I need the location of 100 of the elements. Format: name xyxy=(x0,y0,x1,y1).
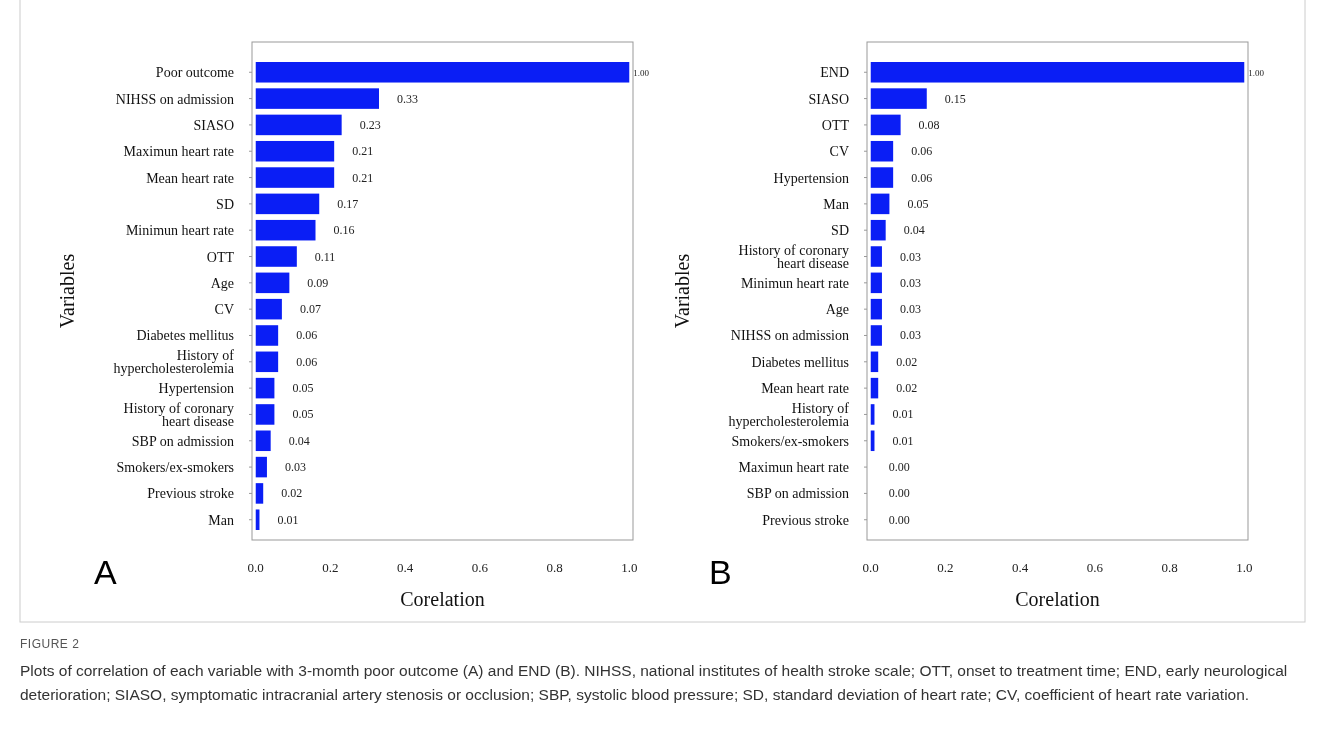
caption: FIGURE 2 xyxy=(20,637,80,651)
data-label: 0.23 xyxy=(359,117,381,132)
y-tick-label: OTT xyxy=(206,249,235,265)
x-tick-label: 1.0 xyxy=(621,560,638,575)
data-label: 0.02 xyxy=(896,381,918,396)
y-tick-label: OTT xyxy=(821,117,850,133)
bar xyxy=(255,193,320,215)
bar xyxy=(870,246,882,267)
x-axis-title: Corelation xyxy=(400,588,485,610)
text: A xyxy=(94,553,117,591)
y-tick-label: SBP on admission xyxy=(131,433,234,449)
bar xyxy=(255,325,279,346)
bar xyxy=(255,377,275,399)
x-tick-label: 1.0 xyxy=(1236,560,1253,575)
x-tick-label: 0.6 xyxy=(1086,560,1104,575)
data-label: 0.03 xyxy=(899,275,921,290)
bar xyxy=(870,193,890,215)
data-label: 0.03 xyxy=(899,249,921,264)
y-tick-label: History of hypercholesterolemia xyxy=(113,348,235,377)
bar xyxy=(255,404,275,425)
y-tick-label: SIASO xyxy=(808,91,849,107)
x-axis-title: Corelation xyxy=(1015,588,1100,610)
data-label: 0.05 xyxy=(907,196,929,211)
bar xyxy=(255,219,316,241)
data-label: 0.17 xyxy=(337,196,359,211)
y-tick-label: CV xyxy=(214,302,234,318)
bar xyxy=(870,377,879,399)
x-tick-label: 0.6 xyxy=(471,560,489,575)
data-label: 0.00 xyxy=(888,460,910,475)
data-label: 0.21 xyxy=(352,144,374,159)
bar xyxy=(255,246,297,267)
bar xyxy=(255,114,342,136)
y-tick-label: Minimun heart rate xyxy=(125,223,234,239)
bar xyxy=(255,88,379,109)
y-tick-label: NIHSS on admission xyxy=(115,91,234,107)
bar xyxy=(255,456,267,478)
x-tick-label: 0.4 xyxy=(397,560,414,575)
bar xyxy=(255,140,335,162)
x-tick-label: 0.0 xyxy=(247,560,264,575)
x-tick-label: 0.4 xyxy=(1012,560,1029,575)
y-tick-label: Minimun heart rate xyxy=(740,275,849,291)
bar xyxy=(255,351,279,373)
data-label: 0.04 xyxy=(903,223,925,238)
x-tick-label: 0.0 xyxy=(862,560,879,575)
y-tick-label: SD xyxy=(216,196,234,212)
bar xyxy=(255,430,271,452)
y-tick-label: History of coronary heart disease xyxy=(123,400,234,429)
y-tick-label: Age xyxy=(825,302,849,318)
y-tick-label: Mean heart rate xyxy=(146,170,234,186)
bar xyxy=(870,272,882,294)
data-label: 0.01 xyxy=(892,407,914,422)
y-tick-label: Previous stroke xyxy=(147,486,234,502)
bar xyxy=(255,167,335,188)
bar xyxy=(870,114,901,136)
bar xyxy=(255,272,290,294)
y-tick-label: Smokers/ex-smokers xyxy=(116,460,234,476)
y-tick-label: Poor outcome xyxy=(155,65,234,81)
data-label: 0.07 xyxy=(299,302,321,317)
data-label: 1.00 xyxy=(1248,68,1265,79)
data-label: 0.33 xyxy=(397,91,418,106)
data-label: 0.02 xyxy=(896,354,918,369)
bar xyxy=(870,298,882,320)
bar xyxy=(870,140,894,162)
y-tick-label: Hypertension xyxy=(158,381,234,397)
y-axis-title: Variables xyxy=(56,253,78,329)
data-label: 0.04 xyxy=(288,433,310,448)
bar xyxy=(870,325,882,346)
data-label: 0.09 xyxy=(307,275,329,290)
text: B xyxy=(709,553,732,591)
y-tick-label: Man xyxy=(823,196,849,212)
bar xyxy=(870,62,1245,83)
bar xyxy=(870,88,927,109)
bar xyxy=(255,298,282,320)
data-label: 0.21 xyxy=(352,170,374,185)
y-tick-label: END xyxy=(820,65,849,81)
y-tick-label: NIHSS on admission xyxy=(730,328,849,344)
bar xyxy=(870,219,886,241)
y-tick-label: Previous stroke xyxy=(762,512,849,528)
y-tick-label: Smokers/ex-smokers xyxy=(731,433,849,449)
y-tick-label: Man xyxy=(208,512,234,528)
data-label: 0.03 xyxy=(899,302,921,317)
y-tick-label: SD xyxy=(831,223,849,239)
y-axis-title: Variables xyxy=(671,253,693,329)
x-tick-label: 0.2 xyxy=(322,560,339,575)
y-tick-label: Diabetes mellitus xyxy=(136,328,234,344)
y-tick-label: SBP on admission xyxy=(746,486,849,502)
y-tick-label: SIASO xyxy=(193,117,234,133)
bar xyxy=(870,167,894,188)
y-tick-label: Maximun heart rate xyxy=(738,460,849,476)
data-label: 0.16 xyxy=(333,223,355,238)
text: Plots of correlation of each variable with 3-momth poor outcome (A) and END (B). NIHSS, national institutes of health stroke scale; OTT, onset to treatment time; END, early neurological deterioration; SIASO, symptomatic intracranial artery stenosis or occlusion; SBP, systolic blood pressure; SD, standard deviation of heart rate; CV, coefficient of heart rate variation. xyxy=(20,662,1288,703)
data-label: 0.11 xyxy=(314,249,336,264)
data-label: 0.05 xyxy=(292,407,314,422)
x-tick-label: 0.8 xyxy=(546,560,563,575)
y-tick-label: Hypertension xyxy=(773,170,849,186)
y-tick-label: History of coronary heart disease xyxy=(738,243,849,272)
bar xyxy=(255,483,264,504)
data-label: 0.03 xyxy=(284,460,306,475)
y-tick-label: Age xyxy=(210,275,234,291)
data-label: 0.01 xyxy=(892,433,914,448)
